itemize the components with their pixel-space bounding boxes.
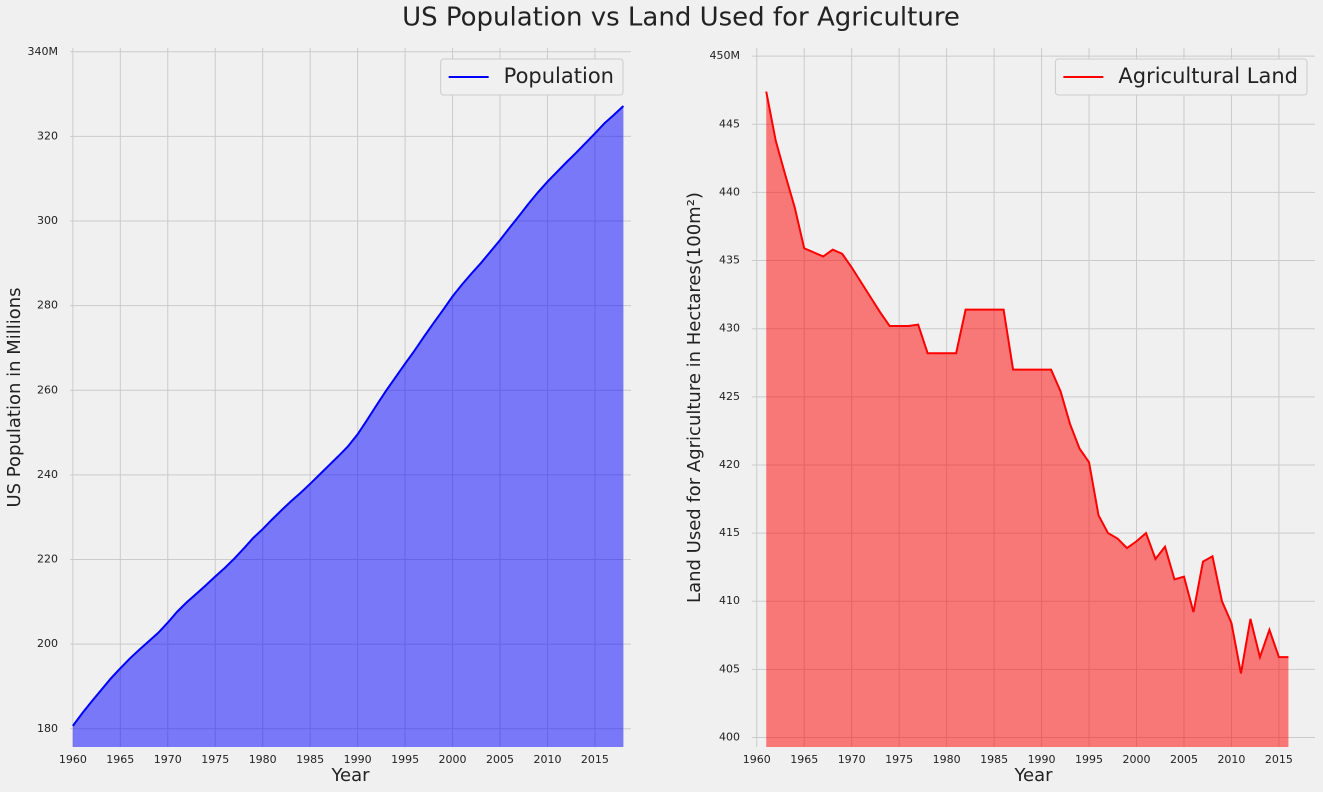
x-tick-label: 1995 — [391, 753, 419, 766]
y-tick-label: 405 — [719, 662, 740, 675]
legend-box — [440, 58, 624, 96]
legend-label: Agricultural Land — [1118, 64, 1298, 88]
x-tick-label: 2010 — [1217, 753, 1245, 766]
y-tick-label: 445 — [719, 117, 740, 130]
x-tick-label: 1965 — [106, 753, 134, 766]
y-tick-label: 240 — [37, 468, 58, 481]
y-tick-label: 430 — [719, 322, 740, 335]
y-axis-label: US Population in Millions — [4, 287, 25, 507]
y-tick-label: 320 — [37, 129, 58, 142]
x-tick-label: 1980 — [249, 753, 277, 766]
y-tick-label: 260 — [37, 383, 58, 396]
area-fill — [72, 105, 624, 748]
line — [765, 91, 1289, 674]
y-tick-label: 300 — [37, 214, 58, 227]
x-tick-label: 1980 — [933, 753, 961, 766]
y-tick-label: 450M — [710, 49, 741, 62]
y-axis-label: Land Used for Agriculture in Hectares(10… — [684, 192, 705, 603]
x-tick-label: 1985 — [296, 753, 324, 766]
legend: Agricultural Land — [1054, 58, 1308, 96]
y-tick-label: 220 — [37, 553, 58, 566]
x-tick-label: 2015 — [581, 753, 609, 766]
x-axis-label: Year — [330, 765, 370, 786]
x-tick-label: 2005 — [1170, 753, 1198, 766]
x-tick-label: 1960 — [59, 753, 87, 766]
x-tick-label: 2005 — [486, 753, 514, 766]
x-tick-label: 1975 — [885, 753, 913, 766]
x-tick-label: 2010 — [533, 753, 561, 766]
y-tick-label: 420 — [719, 458, 740, 471]
x-tick-label: 1995 — [1075, 753, 1103, 766]
x-tick-label: 2000 — [439, 753, 467, 766]
figure-title: US Population vs Land Used for Agricultu… — [402, 3, 960, 33]
y-tick-label: 400 — [719, 730, 740, 743]
x-tick-label: 1965 — [790, 753, 818, 766]
legend-box — [1054, 58, 1308, 96]
x-tick-label: 1960 — [743, 753, 771, 766]
legend-label: Population — [504, 64, 614, 88]
y-tick-label: 440 — [719, 185, 740, 198]
x-tick-label: 1975 — [201, 753, 229, 766]
y-tick-label: 425 — [719, 390, 740, 403]
x-tick-label: 1990 — [344, 753, 372, 766]
x-tick-label: 1970 — [154, 753, 182, 766]
y-tick-label: 340M — [28, 45, 59, 58]
y-tick-label: 280 — [37, 299, 58, 312]
x-tick-label: 2015 — [1265, 753, 1293, 766]
y-tick-label: 415 — [719, 526, 740, 539]
x-tick-label: 2000 — [1123, 753, 1151, 766]
x-axis-label: Year — [1013, 765, 1053, 786]
x-tick-label: 1985 — [980, 753, 1008, 766]
y-tick-label: 435 — [719, 254, 740, 267]
y-tick-label: 200 — [37, 637, 58, 650]
x-tick-label: 1990 — [1028, 753, 1056, 766]
x-tick-label: 1970 — [838, 753, 866, 766]
y-tick-label: 180 — [37, 722, 58, 735]
legend: Population — [440, 58, 624, 96]
y-tick-label: 410 — [719, 594, 740, 607]
area-fill — [766, 91, 1289, 747]
line — [72, 105, 625, 727]
